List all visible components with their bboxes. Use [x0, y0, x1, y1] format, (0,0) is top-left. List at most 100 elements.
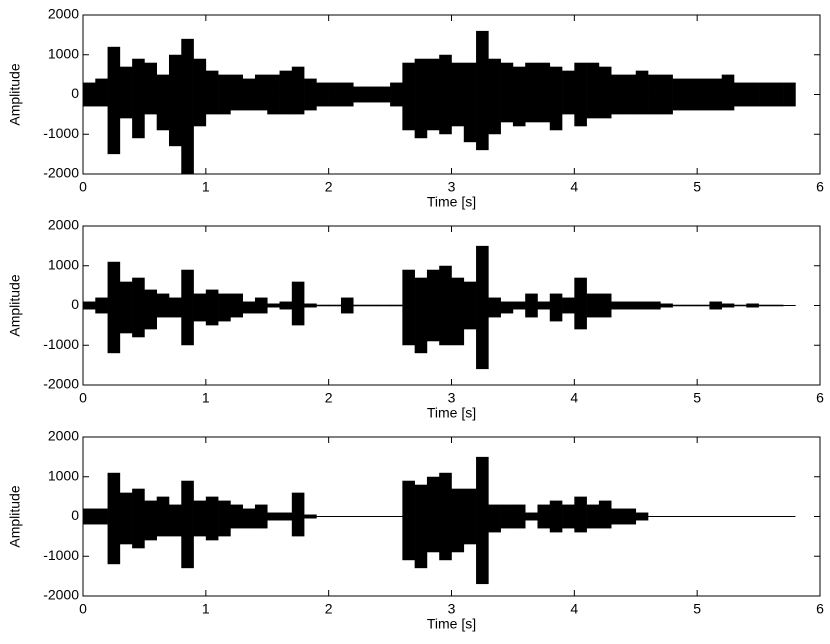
envelope	[144, 62, 157, 115]
envelope	[426, 476, 440, 553]
envelope	[476, 30, 489, 151]
envelope	[291, 492, 305, 537]
y-axis-label: Amplitude	[7, 485, 23, 547]
envelope	[574, 277, 587, 330]
envelope	[242, 508, 256, 529]
x-axis-label: Time [s]	[427, 194, 476, 210]
envelope	[488, 504, 501, 533]
envelope	[783, 305, 796, 306]
envelope	[156, 496, 170, 537]
envelope	[132, 488, 145, 549]
envelope	[635, 301, 649, 310]
envelope	[316, 82, 329, 107]
envelope	[525, 512, 538, 521]
envelope	[586, 504, 600, 529]
envelope	[402, 62, 415, 131]
y-axis-label: Amplitude	[7, 63, 23, 125]
envelope	[291, 66, 305, 115]
envelope	[439, 54, 452, 135]
envelope	[414, 277, 428, 354]
y-tick-label: 2000	[48, 217, 79, 233]
envelope	[414, 58, 428, 139]
envelope	[684, 304, 698, 307]
envelope	[476, 456, 489, 585]
envelope	[500, 301, 514, 314]
envelope	[623, 74, 637, 115]
envelope	[611, 74, 624, 115]
envelope	[156, 293, 170, 318]
envelope	[316, 304, 329, 307]
envelope	[168, 297, 182, 318]
y-tick-label: 0	[71, 507, 79, 523]
envelope	[648, 301, 661, 310]
y-tick-label: -1000	[43, 336, 79, 352]
envelope	[672, 78, 686, 111]
envelope	[697, 304, 710, 307]
envelope	[340, 297, 354, 314]
envelope	[279, 512, 293, 521]
envelope	[230, 293, 243, 318]
envelope	[746, 82, 759, 107]
envelope	[304, 514, 317, 519]
envelope	[230, 504, 243, 529]
y-tick-label: -2000	[43, 165, 79, 181]
y-tick-label: 1000	[48, 45, 79, 61]
envelope	[463, 281, 477, 330]
envelope	[783, 82, 796, 107]
x-tick-label: 2	[325, 601, 333, 617]
x-axis-label: Time [s]	[427, 405, 476, 421]
envelope	[549, 500, 563, 533]
envelope	[181, 269, 194, 346]
x-tick-label: 5	[693, 601, 701, 617]
envelope	[451, 62, 465, 127]
envelope	[512, 66, 526, 127]
envelope	[304, 78, 317, 111]
envelope	[562, 297, 575, 314]
envelope	[598, 66, 612, 119]
envelope	[107, 261, 121, 354]
envelope	[697, 78, 710, 111]
envelope	[525, 293, 538, 318]
y-tick-label: -1000	[43, 547, 79, 563]
envelope	[218, 500, 231, 537]
x-tick-label: 6	[816, 601, 824, 617]
envelope	[488, 58, 501, 135]
x-tick-label: 1	[202, 390, 210, 406]
envelope	[156, 74, 170, 131]
envelope	[574, 496, 587, 533]
envelope	[230, 74, 243, 111]
envelope	[439, 472, 452, 561]
envelope	[205, 289, 219, 326]
y-tick-label: 0	[71, 296, 79, 312]
envelope	[291, 281, 305, 326]
envelope	[119, 66, 133, 119]
x-tick-label: 6	[816, 179, 824, 195]
envelope	[562, 504, 575, 529]
envelope	[107, 472, 121, 565]
envelope	[721, 74, 735, 111]
envelope	[635, 512, 649, 521]
envelope	[598, 293, 612, 318]
x-tick-label: 3	[448, 601, 456, 617]
x-tick-label: 4	[570, 179, 578, 195]
envelope	[193, 293, 207, 322]
envelope	[328, 304, 342, 307]
envelope	[758, 304, 772, 307]
envelope	[95, 508, 108, 525]
x-tick-label: 0	[79, 179, 87, 195]
envelope	[439, 265, 452, 346]
envelope	[107, 46, 121, 155]
envelope	[525, 62, 538, 123]
envelope	[734, 82, 747, 107]
envelope	[709, 301, 723, 310]
envelope	[95, 78, 108, 107]
envelope	[512, 504, 526, 529]
envelope	[562, 70, 575, 115]
envelope	[83, 508, 96, 525]
x-tick-label: 0	[79, 390, 87, 406]
envelope	[340, 82, 354, 107]
envelope	[242, 78, 256, 111]
x-tick-label: 2	[325, 390, 333, 406]
envelope	[574, 62, 587, 127]
envelope	[254, 504, 268, 529]
